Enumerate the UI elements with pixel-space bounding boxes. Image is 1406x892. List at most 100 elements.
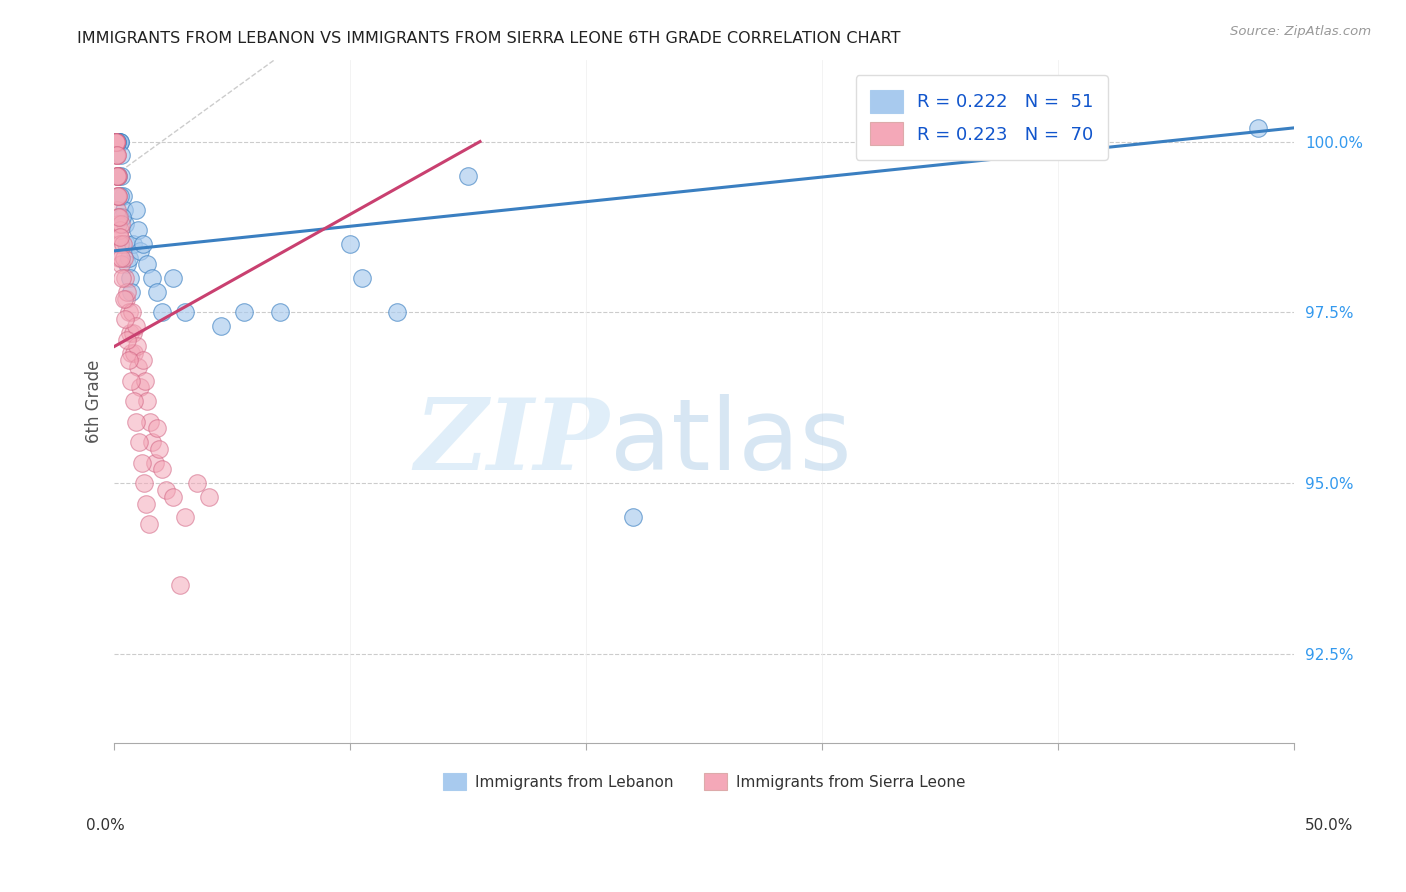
Point [125, 415, 148, 429]
Point [108, 135, 131, 149]
Point [621, 510, 644, 524]
Point [108, 189, 131, 203]
Point [129, 380, 152, 394]
Point [111, 271, 134, 285]
Point [107, 169, 129, 183]
Point [120, 285, 142, 299]
Point [124, 318, 146, 333]
Text: ZIP: ZIP [415, 393, 610, 491]
Point [131, 456, 153, 470]
Point [112, 292, 135, 306]
Point [209, 318, 232, 333]
Point [105, 135, 128, 149]
Text: 50.0%: 50.0% [1305, 818, 1353, 832]
Point [124, 346, 146, 360]
Point [110, 251, 132, 265]
Point [127, 359, 149, 374]
Point [107, 135, 129, 149]
Point [127, 223, 149, 237]
Point [118, 271, 141, 285]
Point [121, 305, 143, 319]
Point [143, 456, 166, 470]
Point [155, 483, 177, 497]
Point [111, 237, 134, 252]
Point [174, 305, 197, 319]
Point [110, 135, 132, 149]
Point [108, 223, 131, 237]
Point [136, 258, 159, 272]
Point [122, 237, 145, 252]
Point [134, 374, 156, 388]
Point [135, 496, 157, 510]
Point [150, 462, 173, 476]
Point [108, 210, 131, 224]
Point [110, 148, 132, 162]
Point [118, 353, 141, 368]
Point [124, 202, 146, 217]
Point [105, 148, 128, 162]
Text: Source: ZipAtlas.com: Source: ZipAtlas.com [1230, 25, 1371, 38]
Point [457, 169, 479, 183]
Point [111, 210, 134, 224]
Point [233, 305, 256, 319]
Point [112, 202, 135, 217]
Point [104, 135, 127, 149]
Point [146, 285, 169, 299]
Text: IMMIGRANTS FROM LEBANON VS IMMIGRANTS FROM SIERRA LEONE 6TH GRADE CORRELATION CH: IMMIGRANTS FROM LEBANON VS IMMIGRANTS FR… [77, 31, 901, 46]
Point [111, 189, 134, 203]
Point [132, 237, 155, 252]
Point [105, 189, 128, 203]
Point [104, 135, 127, 149]
Legend: Immigrants from Lebanon, Immigrants from Sierra Leone: Immigrants from Lebanon, Immigrants from… [437, 766, 972, 797]
Point [107, 189, 129, 203]
Point [132, 476, 155, 491]
Point [107, 189, 129, 203]
Point [105, 148, 128, 162]
Point [197, 490, 219, 504]
Point [104, 135, 127, 149]
Point [174, 510, 197, 524]
Point [186, 476, 208, 491]
Point [117, 258, 139, 272]
Point [128, 435, 150, 450]
Point [129, 244, 152, 258]
Point [162, 490, 184, 504]
Point [107, 230, 129, 244]
Point [120, 346, 142, 360]
Point [105, 169, 128, 183]
Point [122, 326, 145, 340]
Point [136, 394, 159, 409]
Point [115, 292, 138, 306]
Point [110, 237, 132, 252]
Point [139, 415, 162, 429]
Point [108, 251, 131, 265]
Point [104, 135, 127, 149]
Point [107, 135, 129, 149]
Point [112, 251, 135, 265]
Point [105, 169, 128, 183]
Point [105, 169, 128, 183]
Text: atlas: atlas [610, 393, 852, 491]
Point [150, 305, 173, 319]
Point [105, 135, 128, 149]
Point [122, 394, 145, 409]
Point [162, 271, 184, 285]
Point [120, 374, 142, 388]
Point [107, 202, 129, 217]
Point [141, 271, 163, 285]
Point [114, 271, 136, 285]
Point [105, 135, 128, 149]
Point [105, 135, 128, 149]
Text: 0.0%: 0.0% [86, 818, 125, 832]
Point [107, 217, 129, 231]
Point [118, 326, 141, 340]
Point [114, 217, 136, 231]
Y-axis label: 6th Grade: 6th Grade [86, 359, 103, 442]
Point [105, 135, 128, 149]
Point [115, 237, 138, 252]
Point [105, 148, 128, 162]
Point [107, 135, 129, 149]
Point [117, 285, 139, 299]
Point [339, 237, 361, 252]
Point [141, 435, 163, 450]
